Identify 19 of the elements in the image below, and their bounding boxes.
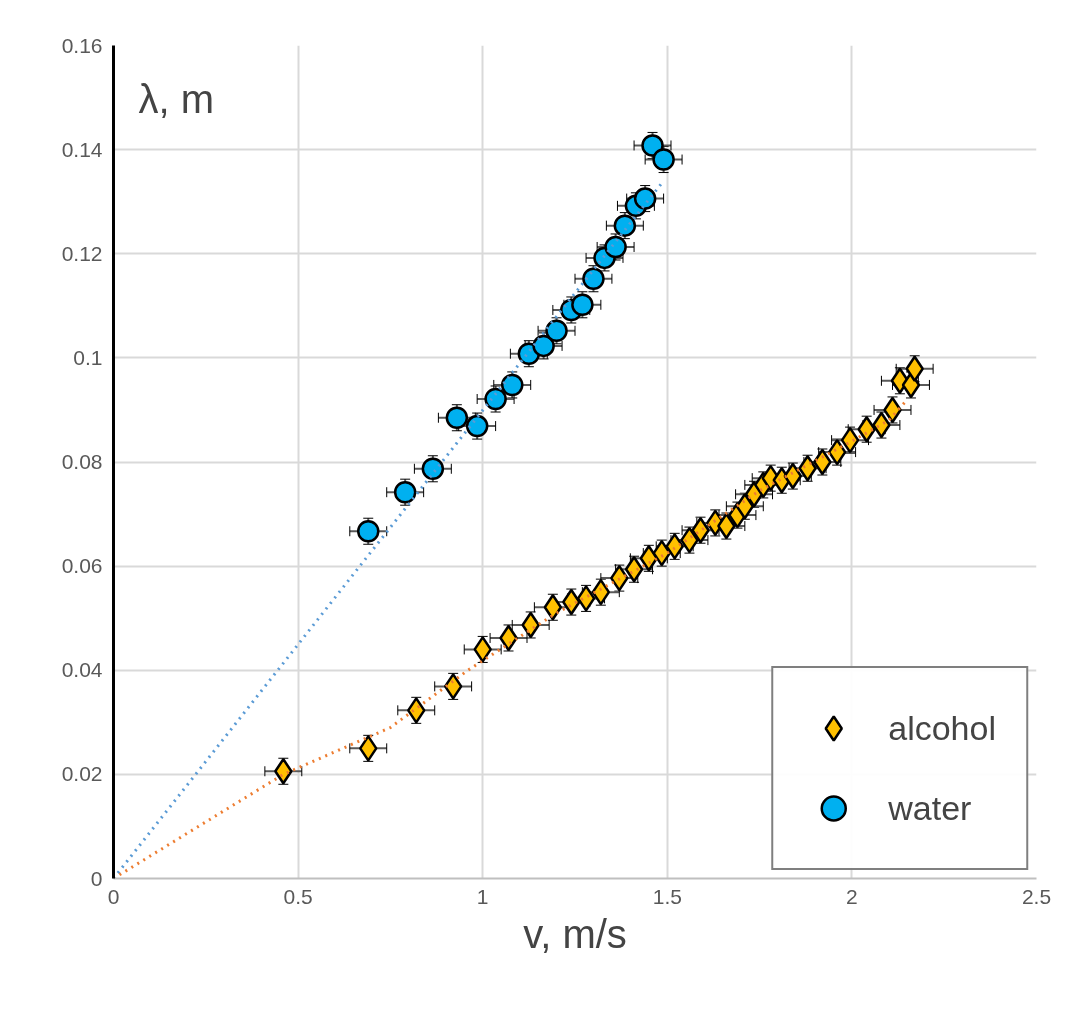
legend-label: alcohol (888, 708, 996, 748)
x-tick-label: 1 (476, 884, 489, 908)
y-tick-label: 0 (90, 866, 103, 890)
legend-label: water (888, 788, 972, 828)
y-tick-label: 0.06 (61, 554, 103, 578)
y-tick-label: 0.04 (61, 658, 103, 682)
x-tick-label: 2 (846, 884, 858, 908)
x-tick-label: 2.5 (1021, 884, 1052, 908)
y-tick-label: 0.12 (61, 241, 103, 265)
x-tick-label: 0.5 (283, 884, 313, 908)
x-tick-label: 0 (107, 884, 120, 908)
y-tick-label: 0.14 (61, 137, 103, 161)
x-axis-title: v, m/s (523, 911, 627, 956)
y-tick-label: 0.16 (61, 33, 103, 57)
x-tick-label: 1.5 (652, 884, 682, 908)
y-axis-title: λ, m (138, 76, 215, 121)
y-tick-label: 0.1 (73, 345, 103, 369)
y-tick-label: 0.02 (61, 762, 103, 786)
y-tick-label: 0.08 (61, 450, 103, 473)
